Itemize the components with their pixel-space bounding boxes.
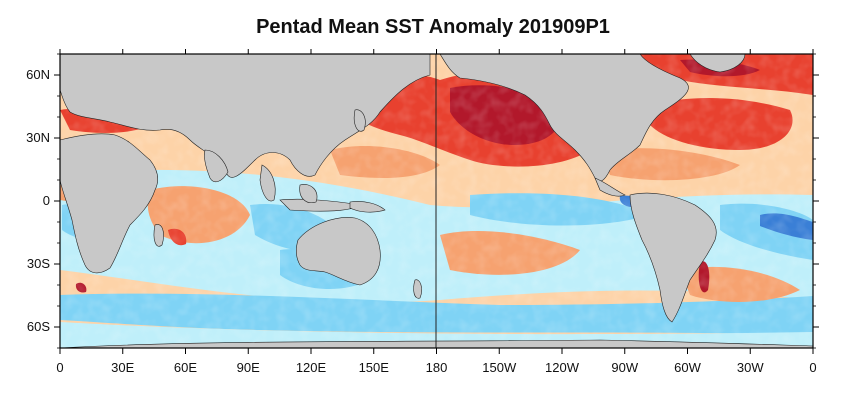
land-japan [353, 109, 366, 132]
x-tick-label: 60W [674, 360, 701, 375]
x-tick-label: 120E [296, 360, 327, 375]
land-australia [295, 217, 381, 286]
land-masses [60, 54, 813, 348]
x-tick-label: 60E [174, 360, 197, 375]
y-tick-label: 60S [27, 319, 50, 334]
land-new-guinea [349, 201, 386, 213]
map-title: Pentad Mean SST Anomaly 201909P1 [256, 16, 610, 38]
land-madagascar [153, 224, 164, 247]
x-tick-label: 90W [611, 360, 638, 375]
y-tick-label: 30S [27, 256, 50, 271]
y-tick-label: 60N [26, 67, 50, 82]
x-tick-label: 30E [111, 360, 134, 375]
x-tick-label: 0 [56, 360, 63, 375]
y-tick-label: 30N [26, 130, 50, 145]
x-tick-label: 90E [237, 360, 260, 375]
land-africa [60, 133, 159, 274]
x-tick-label: 0 [809, 360, 816, 375]
land-india [204, 149, 229, 183]
land-central-america [594, 177, 626, 197]
land-borneo [299, 184, 318, 203]
x-tick-label: 150W [482, 360, 517, 375]
x-tick-label: 180 [426, 360, 448, 375]
y-tick-label: 0 [43, 193, 50, 208]
land-greenland [689, 54, 746, 73]
x-tick-label: 30W [737, 360, 764, 375]
x-tick-label: 150E [359, 360, 390, 375]
x-axis: 0 30E 60E 90E 120E 150E 180 150W 120W 90W 60W 30W 0 [56, 49, 817, 375]
x-tick-label: 120W [545, 360, 580, 375]
land-south-america [629, 192, 717, 323]
y-axis: 60N 30N 0 30S 60S [26, 53, 819, 349]
land-se-asia [259, 164, 276, 202]
land-new-zealand [413, 279, 422, 299]
